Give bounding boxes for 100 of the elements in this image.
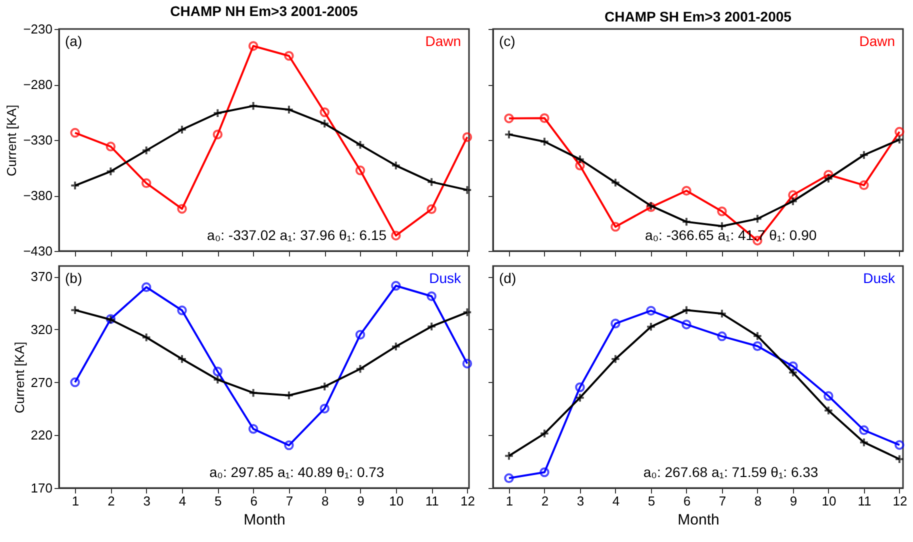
y-tick-label: 170: [30, 480, 52, 496]
x-tick-label: 3: [143, 494, 150, 508]
point: [284, 390, 294, 400]
x-tick-label: 8: [321, 494, 329, 508]
y-tick-label: 320: [30, 322, 52, 337]
x-tick-label: 7: [718, 494, 726, 508]
point: [540, 136, 550, 147]
x-tick-label: 1: [72, 494, 80, 508]
x-tick-label: 7: [286, 494, 294, 508]
x-tick-label: 4: [178, 494, 186, 508]
point: [752, 214, 762, 224]
y-tick-label: −330: [23, 132, 52, 148]
y-axis-title: Current [KA]: [12, 342, 27, 414]
point: [284, 440, 294, 450]
point: [355, 330, 366, 340]
y-tick-label: −280: [23, 77, 52, 92]
x-tick-label: 5: [214, 494, 222, 508]
point: [284, 50, 294, 61]
annotation: (c): [499, 33, 516, 49]
point: [575, 160, 585, 170]
point: [540, 113, 550, 123]
point: [320, 107, 330, 118]
annotation: a₀: 267.68 a₁: 71.59 θ₁: 6.33: [643, 464, 818, 480]
point: [575, 154, 585, 164]
point: [426, 322, 436, 332]
point: [610, 318, 620, 328]
point: [391, 160, 401, 170]
point: [177, 204, 187, 214]
point: [788, 196, 798, 206]
point: [141, 332, 152, 342]
point: [177, 354, 187, 364]
point: [141, 146, 152, 156]
point: [320, 118, 330, 129]
point: [248, 101, 258, 111]
x-tick-label: 5: [648, 494, 656, 508]
point: [859, 150, 869, 160]
y-tick-label: 220: [30, 428, 52, 443]
x-tick-label: 1: [506, 494, 514, 508]
point: [391, 280, 401, 291]
text: Dawn: [425, 33, 461, 49]
point: [824, 391, 834, 401]
point: [859, 180, 869, 190]
point: [248, 424, 258, 434]
point: [682, 186, 692, 196]
point: [391, 342, 401, 352]
point: [575, 382, 585, 392]
point: [141, 178, 152, 188]
point: [646, 306, 656, 316]
annotation: (b): [65, 270, 82, 286]
point: [320, 404, 330, 414]
x-tick-label: 12: [892, 494, 908, 508]
point: [106, 142, 116, 152]
point: [788, 190, 798, 200]
point: [284, 104, 294, 114]
point: [212, 374, 223, 385]
point: [355, 140, 366, 150]
point: [610, 178, 620, 188]
x-tick-label: 10: [822, 494, 836, 508]
x-tick-label: 10: [389, 494, 404, 508]
x-tick-label: 9: [790, 494, 798, 508]
x-tick-label: 9: [357, 494, 364, 508]
chart-title: CHAMP SH Em>3 2001-2005: [604, 8, 792, 24]
text: Dawn: [859, 33, 895, 49]
point: [426, 177, 436, 187]
point: [824, 174, 834, 184]
x-axis-title: Month: [678, 512, 720, 528]
annotation: (d): [499, 270, 516, 286]
annotation: a₀: -337.02 a₁: 37.96 θ₁: 6.15: [207, 227, 387, 243]
point: [106, 166, 116, 176]
y-axis-title: Current [KA]: [4, 104, 20, 176]
x-tick-label: 6: [250, 494, 258, 508]
point: [752, 341, 762, 351]
point: [682, 320, 692, 330]
point: [575, 392, 585, 403]
point: [859, 425, 869, 436]
y-tick-label: −230: [23, 22, 52, 36]
point: [355, 166, 366, 176]
point: [177, 124, 187, 134]
point: [355, 364, 366, 374]
point: [717, 221, 727, 232]
point: [426, 204, 436, 214]
point: [682, 305, 692, 315]
annotation: a₀: 297.85 a₁: 40.89 θ₁: 0.73: [209, 464, 384, 480]
chart-title: CHAMP NH Em>3 2001-2005: [170, 3, 358, 19]
series-label: Dusk: [429, 270, 462, 286]
point: [788, 361, 798, 372]
point: [212, 108, 223, 118]
y-tick-label: 270: [30, 374, 52, 390]
point: [717, 331, 727, 342]
point: [717, 308, 727, 319]
x-tick-label: 11: [425, 494, 439, 508]
text: Dusk: [863, 270, 896, 286]
point: [646, 322, 656, 332]
y-tick-label: 370: [30, 269, 52, 284]
point: [610, 354, 620, 364]
point: [212, 130, 223, 140]
point: [320, 382, 330, 392]
point: [248, 388, 258, 398]
x-tick-label: 4: [612, 494, 620, 508]
point: [177, 306, 187, 316]
